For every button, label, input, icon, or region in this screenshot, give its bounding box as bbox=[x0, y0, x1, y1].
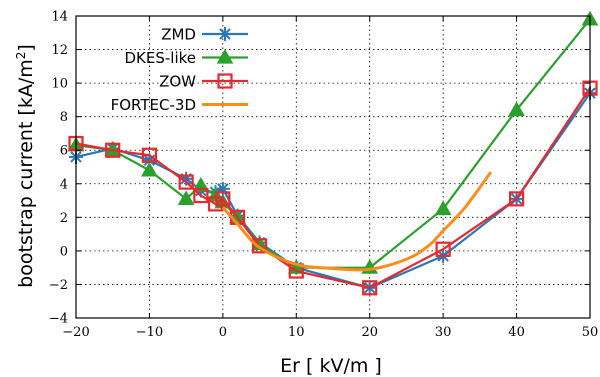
series-line-fortec-3d bbox=[221, 171, 493, 272]
y-tick-label: −4 bbox=[49, 312, 68, 327]
legend-label: ZMD bbox=[161, 26, 196, 44]
y-axis-title-end: ] bbox=[15, 44, 37, 51]
x-tick-label: 10 bbox=[288, 325, 305, 340]
legend-entry: FORTEC-3D bbox=[111, 96, 248, 114]
y-axis-title-sup: 2 bbox=[14, 52, 28, 60]
y-tick-label: −2 bbox=[49, 278, 68, 293]
legend: ZMD DKES-like ZOW FORTEC-3D bbox=[111, 26, 248, 114]
y-axis-title-main: bootstrap current [kA/m bbox=[15, 59, 37, 288]
zow-marker bbox=[215, 191, 231, 207]
x-tick-label: 0 bbox=[219, 325, 227, 340]
dkes-marker bbox=[216, 48, 234, 64]
y-tick-label: 6 bbox=[60, 144, 68, 159]
y-tick-label: 12 bbox=[51, 43, 68, 58]
series-zmd bbox=[69, 86, 597, 295]
legend-label: ZOW bbox=[159, 73, 196, 91]
zow-marker bbox=[105, 142, 121, 158]
x-axis-title: Er [ kV/m ] bbox=[280, 355, 382, 377]
dkes-marker bbox=[434, 200, 452, 216]
x-tick-label: 20 bbox=[361, 325, 378, 340]
tick-marks bbox=[75, 15, 591, 319]
series-line-zmd bbox=[75, 92, 591, 289]
legend-entry: DKES-like bbox=[124, 48, 248, 67]
y-axis-title: bootstrap current [kA/m2] bbox=[14, 44, 37, 288]
zow-marker bbox=[508, 191, 525, 207]
legend-entry: ZOW bbox=[159, 73, 248, 91]
dkes-marker bbox=[508, 101, 525, 117]
grid bbox=[76, 16, 590, 318]
zow-marker bbox=[193, 187, 209, 204]
legend-entry: ZMD bbox=[161, 26, 248, 44]
zow-marker bbox=[251, 238, 268, 254]
plot-frame bbox=[75, 15, 591, 319]
zow-marker bbox=[217, 73, 233, 89]
legend-label: DKES-like bbox=[124, 49, 196, 67]
zow-marker bbox=[178, 174, 194, 190]
x-tick-label: −10 bbox=[136, 325, 163, 340]
zow-marker bbox=[362, 280, 378, 296]
legend-label: FORTEC-3D bbox=[111, 96, 196, 114]
dkes-marker bbox=[141, 161, 158, 177]
y-tick-label: 4 bbox=[60, 177, 68, 192]
dkes-marker bbox=[177, 190, 195, 206]
y-tick-label: 0 bbox=[60, 244, 68, 259]
zmd-marker bbox=[218, 27, 232, 41]
zow-marker bbox=[435, 241, 451, 257]
dkes-marker bbox=[192, 176, 210, 192]
series-fortec-3d bbox=[221, 171, 493, 272]
x-tick-label: 30 bbox=[435, 325, 452, 340]
zow-marker bbox=[141, 147, 158, 163]
y-tick-label: 8 bbox=[60, 110, 68, 125]
y-tick-labels: −4 −2 0 2 4 6 8 10 12 14 bbox=[49, 10, 68, 327]
x-tick-label: 50 bbox=[582, 325, 599, 340]
series-line-zow bbox=[75, 87, 591, 289]
x-tick-labels: −20 −10 0 10 20 30 40 50 bbox=[62, 325, 598, 340]
y-tick-label: 2 bbox=[60, 211, 68, 226]
y-tick-label: 10 bbox=[51, 77, 68, 92]
marker-stroke bbox=[219, 28, 231, 40]
x-tick-label: 40 bbox=[508, 325, 525, 340]
x-tick-label: −20 bbox=[62, 325, 89, 340]
y-tick-label: 14 bbox=[51, 10, 68, 25]
